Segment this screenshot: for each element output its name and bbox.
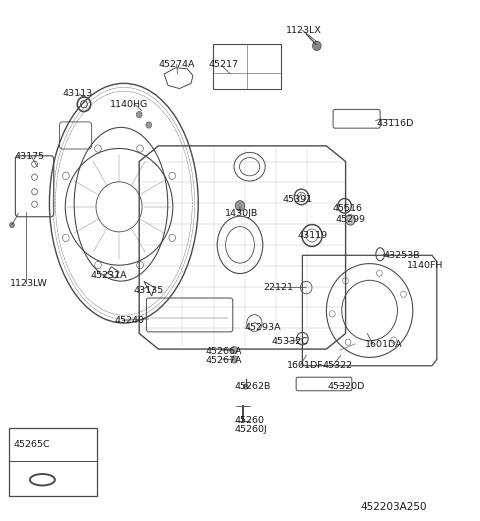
Text: 45260: 45260	[234, 416, 264, 426]
Circle shape	[346, 215, 355, 225]
Text: 43175: 43175	[14, 152, 45, 161]
Circle shape	[231, 346, 238, 354]
Text: 45299: 45299	[336, 215, 366, 225]
Text: 45274A: 45274A	[158, 59, 195, 69]
Circle shape	[146, 122, 152, 128]
Text: 43119: 43119	[298, 231, 328, 240]
Text: 45231A: 45231A	[90, 270, 127, 280]
Text: 1140HG: 1140HG	[110, 100, 149, 109]
Text: 45266A: 45266A	[205, 347, 242, 356]
Text: 1430JB: 1430JB	[225, 209, 258, 218]
Text: 45332C: 45332C	[271, 337, 308, 346]
Text: 43135: 43135	[133, 286, 164, 295]
Text: 45293A: 45293A	[245, 322, 281, 332]
Text: 45516: 45516	[332, 204, 362, 213]
Text: 452203A250: 452203A250	[360, 502, 427, 512]
Text: 45320D: 45320D	[327, 382, 365, 391]
Text: 22121: 22121	[263, 283, 293, 292]
Bar	[9, 428, 97, 496]
Text: 45265C: 45265C	[13, 440, 50, 449]
Text: 45260J: 45260J	[234, 425, 267, 434]
Text: 45267A: 45267A	[205, 356, 242, 365]
Text: 45391: 45391	[282, 194, 312, 204]
Text: 45322: 45322	[323, 361, 353, 370]
Text: 45262B: 45262B	[234, 382, 271, 391]
Circle shape	[136, 111, 142, 118]
Text: 43253B: 43253B	[383, 251, 420, 260]
Text: 1601DA: 1601DA	[365, 340, 402, 350]
Text: 1123LX: 1123LX	[286, 26, 322, 35]
Text: 43116D: 43116D	[377, 119, 414, 129]
Text: 1123LW: 1123LW	[10, 279, 48, 289]
Text: 45217: 45217	[209, 59, 239, 69]
Circle shape	[243, 384, 248, 389]
Circle shape	[231, 356, 238, 363]
Circle shape	[10, 222, 14, 228]
Text: 43113: 43113	[62, 89, 93, 98]
Text: 1140FH: 1140FH	[407, 261, 444, 270]
Circle shape	[235, 201, 245, 211]
Circle shape	[312, 41, 321, 51]
Text: 1601DF: 1601DF	[287, 361, 324, 370]
Text: 45240: 45240	[114, 316, 144, 325]
